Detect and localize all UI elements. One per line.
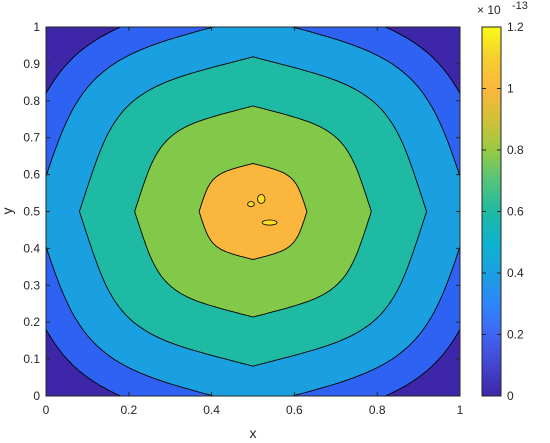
y-axis-label: y [0,208,15,215]
colorbar-tick-label: 1 [507,82,514,96]
y-tick-label: 0.1 [23,352,40,366]
y-tick-label: 0.7 [23,131,40,145]
colorbar-exponent: -13 [512,0,528,12]
colorbar-multiplier: × 10 [477,3,501,17]
x-tick-label: 1 [457,403,464,417]
colorbar-tick-label: 0.8 [507,143,524,157]
x-axis-ticks: 0 0.2 0.4 0.6 0.8 1 [43,27,464,417]
y-tick-label: 1 [33,20,40,34]
y-tick-label: 0.4 [23,241,40,255]
colorbar-tick-label: 0 [507,389,514,403]
x-tick-label: 0.4 [203,403,220,417]
x-axis-label: x [250,425,257,441]
x-tick-label: 0 [43,403,50,417]
y-axis-ticks: 0 0.1 0.2 0.3 0.4 0.5 0.6 0.7 0.8 0.9 1 [23,20,460,403]
y-tick-label: 0 [33,389,40,403]
x-tick-label: 0.8 [369,403,386,417]
colorbar-tick-label: 0.2 [507,328,524,342]
colorbar-ticks: 0 0.2 0.4 0.6 0.8 1 1.2 [482,20,524,403]
contour-fills [46,27,460,396]
y-tick-label: 0.8 [23,94,40,108]
y-tick-label: 0.5 [23,205,40,219]
x-tick-label: 0.6 [286,403,303,417]
colorbar-tick-label: 1.2 [507,20,524,34]
contour-band-5 [198,163,308,260]
colorbar-tick-label: 0.6 [507,205,524,219]
peak-island-0 [261,219,278,226]
colorbar-tick-label: 0.4 [507,266,524,280]
y-tick-label: 0.9 [23,57,40,71]
y-tick-label: 0.6 [23,168,40,182]
y-tick-label: 0.2 [23,315,40,329]
x-tick-label: 0.2 [120,403,137,417]
peak-island-1 [257,194,266,204]
y-tick-label: 0.3 [23,278,40,292]
peak-island-2 [247,201,255,208]
